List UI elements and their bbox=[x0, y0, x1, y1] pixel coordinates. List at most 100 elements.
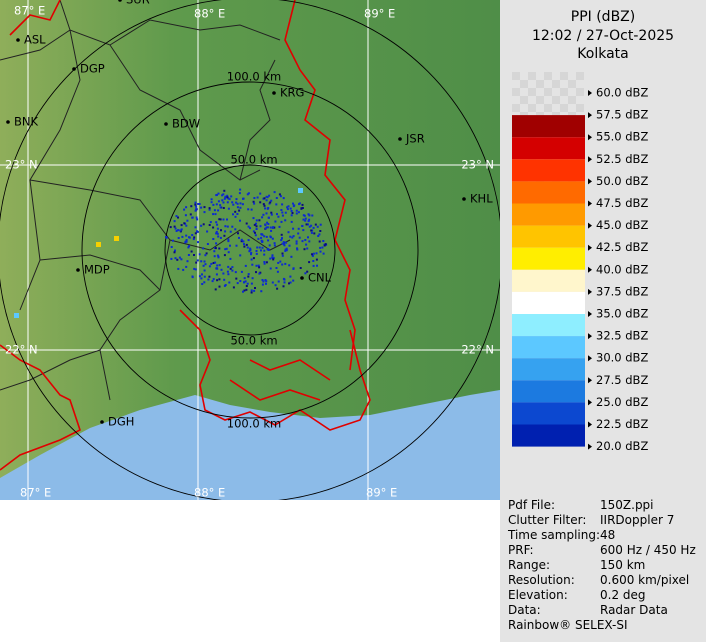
echo-pixel bbox=[247, 225, 250, 228]
echo-pixel bbox=[289, 275, 292, 278]
echo-pixel bbox=[211, 280, 214, 283]
echo-pixel bbox=[232, 203, 235, 206]
info-value: Radar Data bbox=[600, 603, 668, 617]
echo-pixel bbox=[308, 218, 311, 221]
echo-pixel bbox=[256, 196, 259, 199]
echo-pixel bbox=[219, 204, 222, 207]
range-label: 100.0 km bbox=[227, 70, 281, 84]
echo-pixel bbox=[216, 254, 219, 257]
echo-pixel bbox=[239, 188, 242, 191]
echo-pixel bbox=[197, 241, 199, 244]
info-value: IIRDoppler 7 bbox=[600, 513, 675, 527]
echo-pixel bbox=[265, 212, 268, 215]
echo-pixel bbox=[216, 279, 219, 282]
echo-pixel bbox=[212, 226, 215, 229]
echo-pixel bbox=[229, 267, 232, 270]
echo-pixel bbox=[256, 246, 259, 249]
echo-pixel bbox=[206, 230, 209, 233]
echo-pixel bbox=[216, 232, 219, 235]
echo-pixel bbox=[246, 246, 249, 249]
echo-pixel bbox=[265, 280, 268, 283]
echo-pixel bbox=[229, 230, 232, 233]
range-rings bbox=[0, 0, 500, 500]
echo-pixel bbox=[289, 207, 292, 210]
echo-pixel bbox=[208, 207, 211, 210]
echo-pixel bbox=[284, 248, 287, 251]
place-label: CNL bbox=[308, 271, 332, 285]
echo-pixel bbox=[265, 235, 268, 238]
echo-pixel bbox=[226, 218, 228, 221]
grid-label: 23° N bbox=[5, 158, 38, 172]
echo-pixel bbox=[255, 252, 258, 255]
echo-pixel bbox=[181, 235, 184, 238]
echo-pixel bbox=[281, 203, 284, 206]
echo-pixel bbox=[215, 232, 218, 235]
checker bbox=[544, 72, 552, 80]
echo-pixel bbox=[255, 219, 258, 222]
echo-pixel bbox=[239, 219, 241, 222]
place-dot bbox=[164, 122, 168, 126]
echo-pixel bbox=[240, 240, 243, 243]
checker bbox=[520, 96, 528, 104]
checker bbox=[528, 104, 536, 112]
echo-pixel bbox=[226, 225, 229, 228]
echo-pixel bbox=[323, 244, 326, 247]
echo-pixel bbox=[230, 195, 233, 198]
echo-pixel bbox=[255, 228, 258, 230]
info-row: Time sampling: 48 bbox=[508, 528, 696, 543]
scale-tick bbox=[588, 90, 592, 96]
echo-pixel bbox=[216, 227, 219, 230]
echo-pixel bbox=[249, 249, 252, 252]
echo-pixel bbox=[283, 243, 285, 246]
echo-pixel bbox=[224, 230, 227, 233]
echo-pixel bbox=[242, 197, 244, 200]
echo-pixel bbox=[188, 236, 191, 239]
echo-pixel bbox=[265, 226, 268, 229]
echo-pixel bbox=[201, 283, 204, 285]
echo-pixel bbox=[184, 214, 187, 217]
echo-pixel bbox=[169, 226, 172, 229]
echo-pixel bbox=[196, 259, 199, 262]
echo-pixel bbox=[208, 208, 211, 211]
echo-pixel bbox=[268, 202, 271, 205]
echo-pixel bbox=[218, 278, 221, 281]
radar-echo bbox=[14, 188, 328, 318]
echo-pixel bbox=[285, 247, 288, 250]
echo-pixel bbox=[186, 219, 189, 222]
echo-pixel bbox=[191, 234, 194, 236]
echo-pixel bbox=[195, 205, 198, 208]
echo-pixel bbox=[268, 244, 271, 247]
echo-pixel bbox=[292, 227, 295, 230]
echo-pixel bbox=[271, 281, 274, 284]
echo-pixel bbox=[308, 214, 311, 217]
echo-pixel bbox=[312, 226, 315, 229]
echo-pixel bbox=[250, 208, 253, 211]
scale-swatch bbox=[512, 402, 585, 425]
echo-pixel bbox=[250, 258, 253, 261]
echo-pixel bbox=[219, 206, 222, 209]
place-dot bbox=[16, 38, 20, 42]
echo-pixel bbox=[232, 213, 234, 216]
echo-pixel bbox=[311, 254, 314, 257]
echo-pixel bbox=[174, 227, 177, 230]
echo-pixel bbox=[245, 285, 248, 287]
echo-pixel bbox=[255, 225, 258, 228]
echo-pixel bbox=[252, 217, 255, 220]
echo-pixel bbox=[177, 267, 180, 270]
echo-pixel bbox=[222, 193, 225, 196]
echo-pixel bbox=[227, 251, 230, 254]
scale-swatch bbox=[512, 181, 585, 204]
echo-pixel bbox=[281, 263, 284, 266]
echo-pixel bbox=[288, 264, 291, 267]
info-value: 0.2 deg bbox=[600, 588, 646, 602]
echo-pixel bbox=[196, 218, 199, 221]
echo-pixel bbox=[232, 286, 235, 289]
echo-pixel bbox=[273, 242, 276, 245]
echo-pixel bbox=[267, 223, 270, 225]
range-label: 50.0 km bbox=[230, 334, 277, 348]
echo-pixel bbox=[283, 244, 286, 247]
echo-pixel bbox=[304, 219, 307, 222]
echo-pixel bbox=[195, 261, 198, 264]
echo-pixel bbox=[298, 236, 301, 239]
place-label: MDP bbox=[84, 263, 110, 277]
